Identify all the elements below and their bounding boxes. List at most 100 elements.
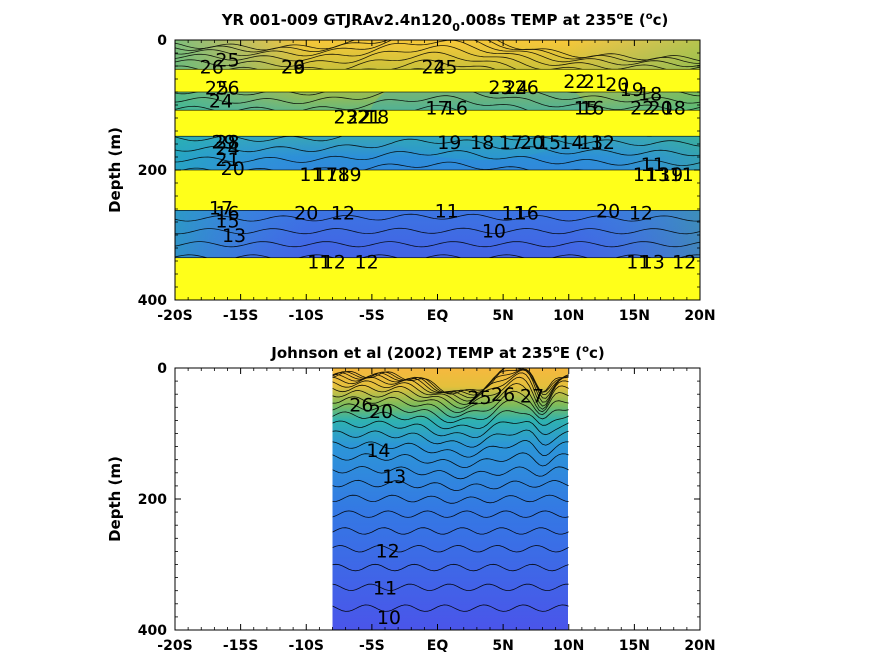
title-degree: o <box>553 344 560 355</box>
isotherm-line <box>332 604 569 612</box>
contour-label: 26 <box>349 395 373 417</box>
model-colour-field <box>175 40 700 300</box>
contour-label: 25 <box>467 387 491 409</box>
contour-label: 20 <box>605 74 629 96</box>
y-tick-label: 200 <box>138 492 167 508</box>
chart-title: Johnson et al (2002) TEMP at 235oE (oc) <box>270 344 604 362</box>
isotherm-line <box>175 40 700 64</box>
y-tick-label: 400 <box>138 293 167 309</box>
contour-label: 13 <box>579 132 603 154</box>
x-tick-label: 10N <box>553 308 584 324</box>
contour-label: 20 <box>369 401 393 423</box>
isotherm-line <box>332 368 569 394</box>
x-tick-label: -20S <box>157 638 192 654</box>
x-tick-label: 5N <box>492 308 513 324</box>
contour-label: 11 <box>299 164 323 186</box>
missing-data-band <box>175 68 700 93</box>
isotherm-line <box>332 383 569 414</box>
x-tick-label: -20S <box>157 308 192 324</box>
contour-label: 12 <box>591 132 615 154</box>
x-tick-label: EQ <box>427 638 449 654</box>
contour-label: 18 <box>365 107 389 129</box>
contour-label: 23 <box>334 107 358 129</box>
contour-label: 21 <box>583 71 607 93</box>
isotherm-line <box>332 420 569 439</box>
isotherm-line <box>332 369 569 403</box>
x-tick-label: -10S <box>289 638 324 654</box>
contour-label: 24 <box>421 57 445 79</box>
x-tick-label: 15N <box>619 638 650 654</box>
contour-label: 19 <box>659 164 683 186</box>
isotherm-line <box>332 399 569 424</box>
contour-label: 20 <box>649 98 673 120</box>
contour-label: 28 <box>215 131 239 153</box>
y-tick-label: 0 <box>157 361 167 377</box>
contour-label: 17 <box>209 198 233 220</box>
isotherm-line <box>175 227 700 235</box>
missing-data-band <box>175 169 700 211</box>
contour-label: 19 <box>620 79 644 101</box>
title-unit: E ( <box>623 11 645 29</box>
contour-label: 11 <box>307 252 331 274</box>
contour-label: 29 <box>281 57 305 79</box>
contour-label: 26 <box>491 384 515 406</box>
x-tick-label: -15S <box>223 308 258 324</box>
isotherm-line <box>332 583 569 592</box>
x-tick-label: 20N <box>684 638 715 654</box>
contour-label: 25 <box>215 50 239 72</box>
contour-label: 11 <box>435 200 459 222</box>
contour-label: 12 <box>672 252 696 274</box>
contour-label: 20 <box>520 132 544 154</box>
title-close: c) <box>653 11 669 29</box>
contour-label: 11 <box>641 154 665 176</box>
contour-label: 20 <box>294 202 318 224</box>
title-close: c) <box>589 344 605 362</box>
contour-label: 21 <box>357 107 381 129</box>
contour-label: 11 <box>670 164 694 186</box>
title-unit-degree: o <box>582 344 589 355</box>
chart-title: YR 001-009 GTJRAv2.4n1200.008s TEMP at 2… <box>221 11 669 34</box>
contour-label: 26 <box>200 57 224 79</box>
contour-label: 19 <box>437 132 461 154</box>
isotherm-line <box>175 138 700 157</box>
contour-label: 12 <box>322 252 346 274</box>
x-tick-label: EQ <box>427 308 449 324</box>
contour-label: 22 <box>563 71 587 93</box>
contour-label: 18 <box>638 83 662 105</box>
contour-label: 27 <box>520 386 544 408</box>
isotherm-line <box>332 429 569 448</box>
isotherm-line <box>332 479 569 492</box>
isotherm-line <box>332 466 569 480</box>
x-tick-label: 20N <box>684 308 715 324</box>
contour-label: 16 <box>215 202 239 224</box>
contour-label: 11 <box>626 252 650 274</box>
contour-label: 13 <box>646 164 670 186</box>
contour-label: 17 <box>425 98 449 120</box>
contour-label: 20 <box>221 158 245 180</box>
isotherm-line <box>332 410 569 430</box>
contour-label: 22 <box>630 98 654 120</box>
isotherm-line <box>175 241 700 248</box>
contour-label: 15 <box>537 132 561 154</box>
y-tick-label: 0 <box>157 33 167 49</box>
contour-label: 10 <box>377 607 401 629</box>
missing-data-band <box>175 257 700 300</box>
title-main: YR 001-009 GTJRAv2.4n120 <box>221 11 453 29</box>
x-tick-label: -5S <box>359 638 385 654</box>
x-tick-label: -10S <box>289 308 324 324</box>
contour-label: 16 <box>444 98 468 120</box>
contour-label: 12 <box>376 541 400 563</box>
contour-label: 23 <box>488 77 512 99</box>
y-axis-label: Depth (m) <box>106 456 124 542</box>
contour-label: 16 <box>580 98 604 120</box>
contour-label: 15 <box>574 98 598 120</box>
y-axis-label: Depth (m) <box>106 127 124 213</box>
missing-data-band <box>175 109 700 137</box>
isotherm-line <box>332 452 569 469</box>
contour-label: 24 <box>504 77 528 99</box>
contour-label: 18 <box>470 132 494 154</box>
title-tail: .008s TEMP at 235 <box>460 11 617 29</box>
isotherm-line <box>175 40 700 68</box>
